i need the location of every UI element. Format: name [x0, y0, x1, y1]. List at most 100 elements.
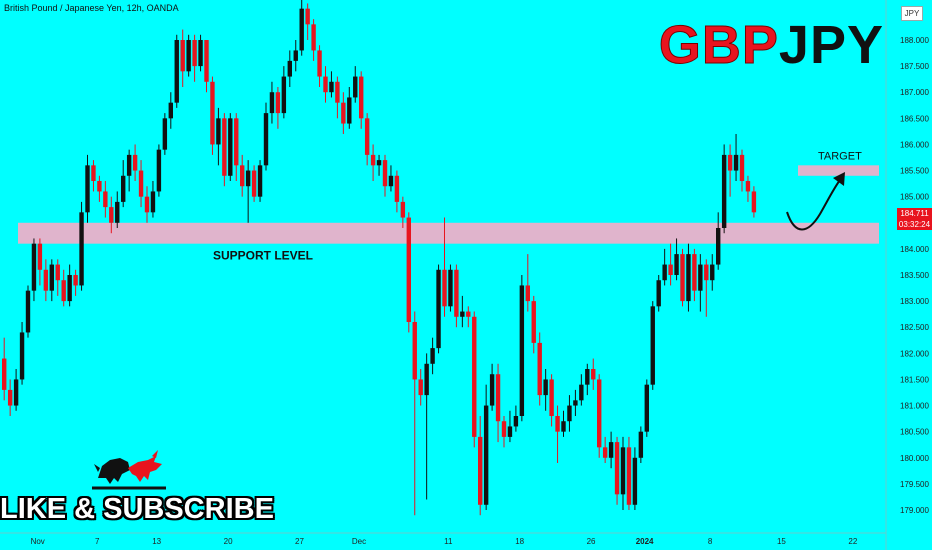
support-level-label: SUPPORT LEVEL	[213, 249, 313, 263]
candle-body	[555, 416, 560, 432]
candle-body	[674, 254, 679, 275]
candle-body	[121, 175, 126, 202]
candle-body	[275, 92, 281, 114]
candle	[721, 144, 727, 234]
price-tick-label: 180.000	[900, 454, 929, 463]
candle	[692, 248, 697, 302]
candle-body	[382, 160, 388, 187]
time-axis[interactable]: Nov 7 13 20 27 Dec 11 18 26 2024 8 15 22	[31, 537, 858, 546]
time-tick-label: 26	[587, 537, 596, 546]
candle	[37, 238, 43, 286]
price-tick-label: 183.500	[900, 271, 929, 280]
candle	[156, 144, 162, 197]
candle-body	[126, 154, 132, 176]
candle-body	[733, 154, 739, 171]
like-subscribe-banner[interactable]: LIKE & SUBSCRIBE	[0, 493, 274, 525]
candle	[519, 275, 525, 422]
candle-body	[585, 369, 590, 385]
candle-body	[662, 264, 667, 281]
candle-body	[329, 81, 334, 93]
price-tick-label: 181.000	[900, 402, 929, 411]
candle-body	[269, 92, 275, 114]
candle	[341, 92, 346, 134]
candle	[561, 410, 566, 437]
candle	[591, 358, 596, 390]
candle-body	[156, 149, 162, 192]
candle	[394, 170, 400, 213]
candle	[263, 102, 269, 171]
price-axis[interactable]: 188.000 187.500 187.000 186.500 186.000 185.5…	[900, 36, 929, 515]
candle	[382, 154, 388, 197]
candle-body	[174, 40, 179, 103]
candle	[138, 160, 144, 208]
candle-body	[55, 264, 60, 281]
candle	[275, 87, 281, 129]
candle	[216, 107, 221, 166]
candle	[121, 160, 126, 208]
candle-body	[591, 369, 596, 380]
candle-body	[335, 81, 340, 103]
pair-title-quote: JPY	[778, 15, 884, 75]
price-tick-label: 187.500	[900, 62, 929, 71]
price-tick-label: 179.000	[900, 506, 929, 515]
candle	[293, 40, 298, 72]
candle	[311, 19, 316, 61]
candle	[281, 66, 287, 119]
candle	[478, 416, 483, 516]
time-tick-label: 20	[224, 537, 233, 546]
candle-body	[180, 40, 185, 72]
price-tick-label: 186.500	[900, 114, 929, 123]
price-tick-label: 181.500	[900, 375, 929, 384]
candle	[442, 217, 447, 317]
candle-body	[638, 431, 644, 458]
candle-body	[370, 154, 376, 166]
candle-body	[37, 243, 43, 270]
candle-body	[240, 165, 245, 187]
candle	[228, 113, 233, 181]
candle	[656, 275, 661, 312]
candle-body	[79, 212, 84, 286]
bull-bear-logo-icon	[92, 450, 166, 490]
candle	[555, 405, 560, 463]
candle-body	[251, 170, 257, 197]
candle	[7, 379, 13, 416]
candle-body	[412, 322, 417, 380]
candle	[418, 369, 423, 406]
candle-body	[25, 290, 31, 333]
candle-body	[263, 113, 269, 166]
candle	[674, 238, 679, 281]
candle	[67, 264, 72, 307]
candle-body	[745, 181, 751, 192]
time-tick-label: 7	[95, 537, 100, 546]
candle	[370, 144, 376, 181]
candle	[198, 34, 203, 72]
candle-body	[31, 243, 37, 291]
candle	[61, 269, 66, 307]
candle	[460, 295, 465, 328]
projection-arrow	[786, 179, 841, 231]
candle-body	[61, 280, 66, 302]
candle	[364, 113, 370, 166]
candle	[454, 264, 459, 328]
candle	[680, 248, 685, 307]
time-tick-label: 13	[152, 537, 161, 546]
price-tick-label: 187.000	[900, 88, 929, 97]
candle-body	[406, 217, 411, 322]
candle-body	[138, 170, 144, 197]
price-tick-label: 183.000	[900, 297, 929, 306]
time-tick-label: 18	[515, 537, 524, 546]
candle	[388, 165, 394, 192]
candle-body	[359, 76, 364, 119]
candle	[103, 181, 108, 218]
candle	[210, 76, 215, 155]
candle	[222, 113, 227, 187]
candle	[436, 264, 441, 354]
candle-body	[721, 154, 727, 228]
candle-body	[620, 447, 626, 495]
candle-body	[341, 102, 346, 124]
candle-body	[67, 275, 72, 302]
currency-badge[interactable]: JPY	[901, 6, 923, 21]
candle-body	[608, 442, 614, 458]
candle-body	[597, 379, 602, 448]
